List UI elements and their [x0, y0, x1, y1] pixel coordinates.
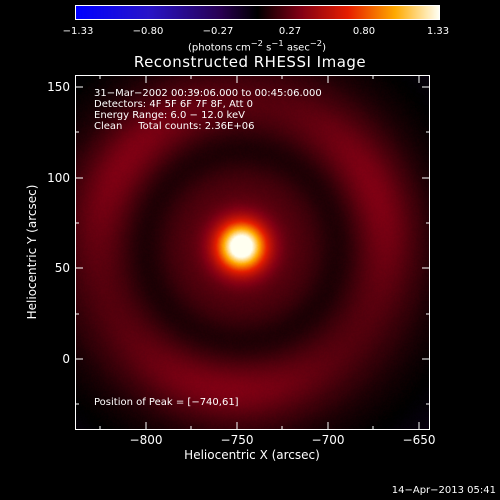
- plot-area: 31−Mar−2002 00:39:06.000 to 00:45:06.000…: [75, 75, 430, 430]
- colorbar-tick: 0.80: [352, 26, 376, 37]
- y-tick-label: 150: [47, 80, 70, 94]
- colorbar-tick: −0.27: [202, 26, 234, 37]
- colorbar-tick: 0.27: [278, 26, 302, 37]
- y-tick-label: 50: [54, 261, 70, 275]
- x-axis-label: Heliocentric X (arcsec): [184, 448, 320, 462]
- annotation-energy: Energy Range: 6.0 − 12.0 keV: [94, 110, 245, 121]
- plot-title: Reconstructed RHESSI Image: [133, 53, 367, 71]
- annotation-peak: Position of Peak = [−740,61]: [94, 397, 239, 408]
- annotation-time-range: 31−Mar−2002 00:39:06.000 to 00:45:06.000: [94, 88, 322, 99]
- colorbar-unit: (photons cm−2 s−1 asec−2): [187, 38, 327, 54]
- colorbar-tick: 1.33: [426, 26, 450, 37]
- x-tick-label: −750: [220, 433, 254, 447]
- y-axis-label: Heliocentric Y (arcsec): [25, 184, 39, 320]
- x-tick-label: −650: [402, 433, 436, 447]
- x-tick-label: −700: [311, 433, 345, 447]
- rhessi-image: [76, 76, 429, 429]
- y-tick-label: 0: [62, 352, 70, 366]
- colorbar-tick: −1.33: [62, 26, 94, 37]
- colorbar: [75, 5, 440, 20]
- timestamp: 14−Apr−2013 05:41: [391, 485, 496, 496]
- x-tick-label: −800: [129, 433, 163, 447]
- annotation-detectors: Detectors: 4F 5F 6F 7F 8F, Att 0: [94, 99, 254, 110]
- annotation-clean: Clean Total counts: 2.36E+06: [94, 121, 255, 132]
- y-tick-label: 100: [47, 171, 70, 185]
- colorbar-tick: −0.80: [132, 26, 164, 37]
